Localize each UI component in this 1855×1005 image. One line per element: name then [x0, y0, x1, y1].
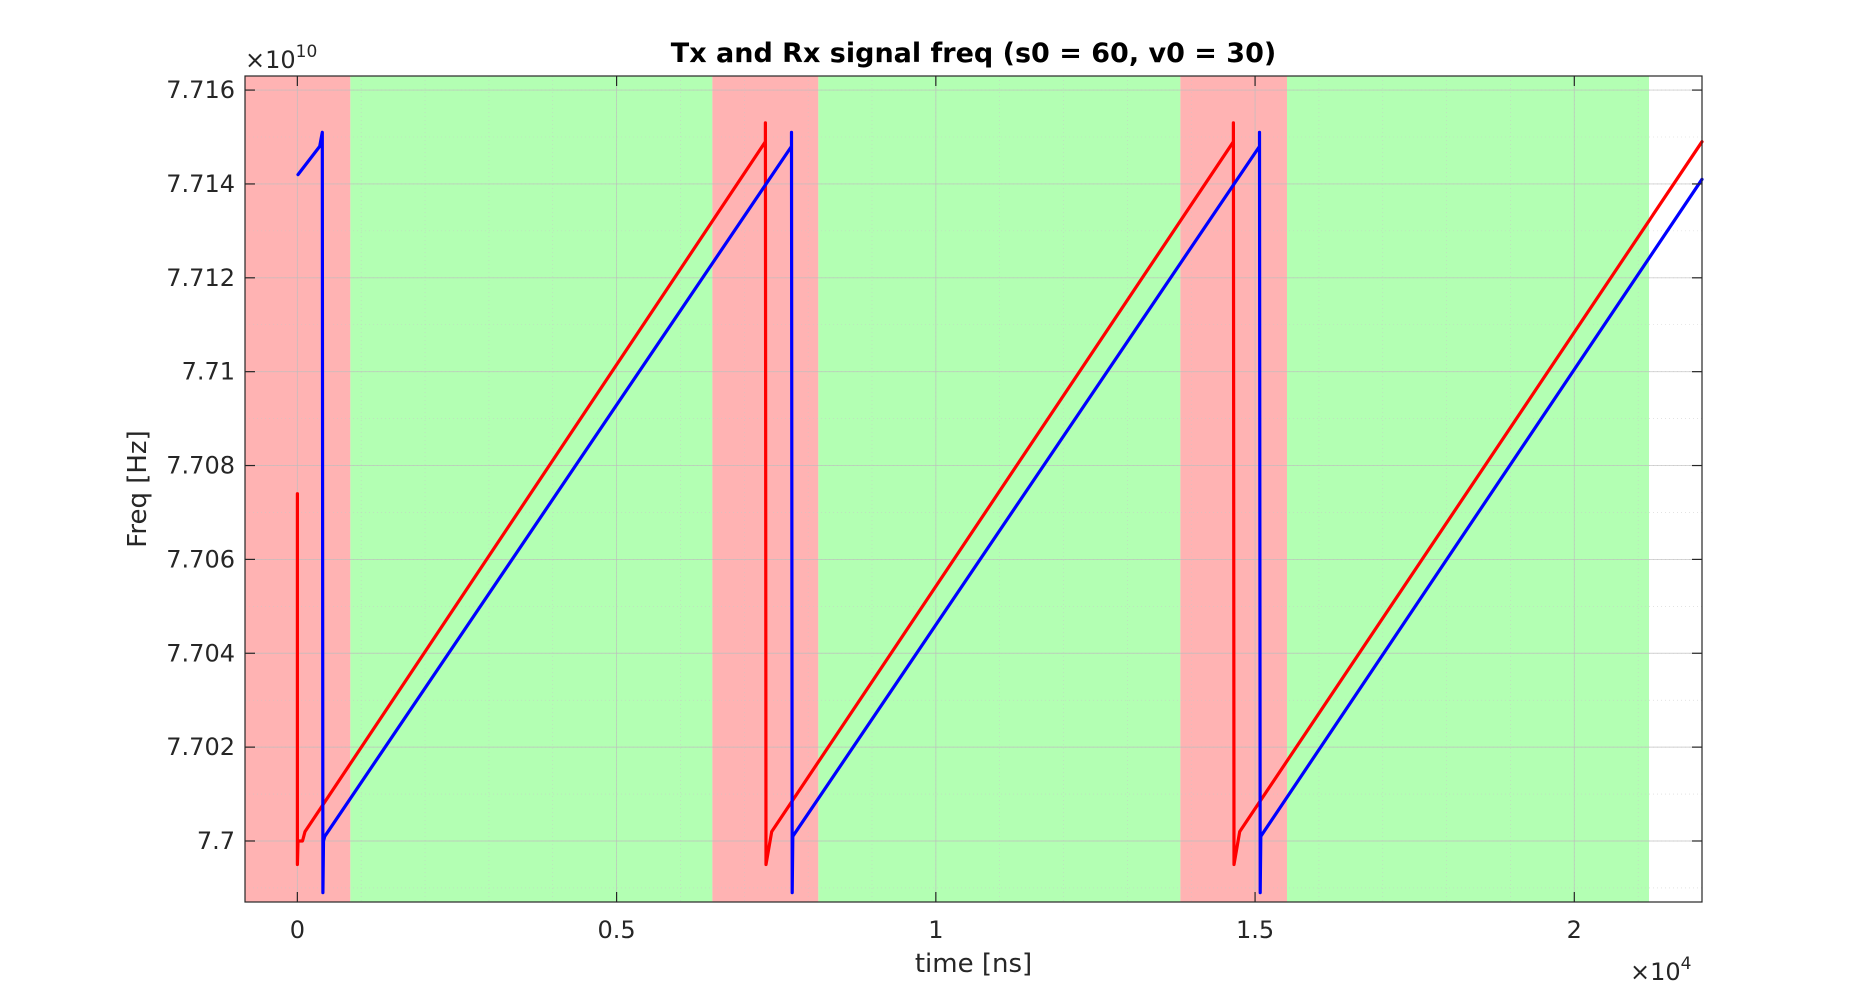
x-tick-label: 1.5: [1236, 916, 1274, 944]
y-tick-label: 7.708: [166, 452, 235, 480]
chart-title: Tx and Rx signal freq (s0 = 60, v0 = 30): [671, 38, 1276, 69]
series-line-1: [296, 130, 1704, 895]
shaded-regions: [245, 76, 1650, 902]
y-tick-label: 7.7: [197, 827, 235, 855]
shaded-region-1: [350, 76, 713, 902]
y-exponent-power: 10: [296, 42, 318, 62]
y-tick-label: 7.712: [166, 264, 235, 292]
x-tick-label: 2: [1567, 916, 1582, 944]
axes-box: [244, 75, 1703, 903]
y-tick-label: 7.714: [166, 170, 235, 198]
x-axis-exponent: ×104: [1630, 954, 1691, 986]
y-axis-exponent: ×1010: [245, 42, 317, 74]
y-tick-label: 7.702: [166, 733, 235, 761]
grid: [245, 76, 1703, 902]
series-group: [295, 121, 1704, 895]
x-tick-label: 0.5: [598, 916, 636, 944]
y-tick-label: 7.716: [166, 76, 235, 104]
x-exponent-power: 4: [1681, 954, 1692, 974]
x-exponent-base: ×10: [1630, 958, 1681, 986]
x-axis-label: time [ns]: [915, 949, 1032, 979]
y-axis-label: Freq [Hz]: [123, 430, 153, 547]
x-tick-label: 0: [290, 916, 305, 944]
y-tick-label: 7.704: [166, 639, 235, 667]
y-tick-label: 7.71: [182, 358, 235, 386]
ticks: 0 0.5 1 1.5 2 7.7 7.702 7.704 7.706 7.708 7.71 7.71…: [166, 76, 1702, 944]
y-tick-label: 7.706: [166, 545, 235, 573]
series-line-0: [295, 121, 1704, 867]
x-tick-label: 1: [928, 916, 943, 944]
y-exponent-base: ×10: [245, 46, 296, 74]
